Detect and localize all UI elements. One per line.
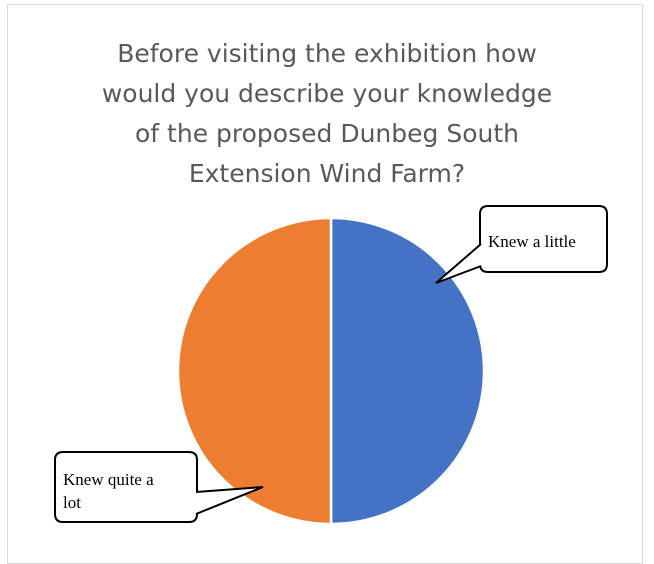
chart-title-line-1: Before visiting the exhibition how bbox=[117, 39, 537, 68]
callout-knew-a-little-pointer bbox=[435, 243, 482, 284]
chart-title-line-2: would you describe your knowledge bbox=[101, 79, 553, 108]
chart-title: Before visiting the exhibition how would… bbox=[0, 34, 654, 194]
callout-knew-a-little-text: Knew a little bbox=[488, 232, 576, 251]
pie-slice-knew-quite-a-lot bbox=[176, 216, 333, 526]
pie-slices bbox=[176, 216, 486, 526]
pie-chart: Knew a little Knew quite a lot bbox=[54, 205, 608, 526]
callout-knew-a-little-box bbox=[479, 205, 608, 273]
callout-knew-quite-a-lot-pointer bbox=[195, 486, 264, 515]
callout-knew-quite-a-lot-text-line-1: Knew quite a bbox=[63, 470, 154, 489]
callout-knew-a-little: Knew a little bbox=[435, 205, 608, 284]
callout-knew-quite-a-lot: Knew quite a lot bbox=[54, 451, 264, 523]
chart-title-line-4: Extension Wind Farm? bbox=[188, 159, 466, 188]
chart-title-line-3: of the proposed Dunbeg South bbox=[135, 119, 519, 148]
pie-slice-knew-a-little bbox=[329, 216, 486, 526]
callout-knew-quite-a-lot-text-line-2: lot bbox=[63, 493, 81, 512]
callout-knew-quite-a-lot-box bbox=[54, 451, 198, 523]
